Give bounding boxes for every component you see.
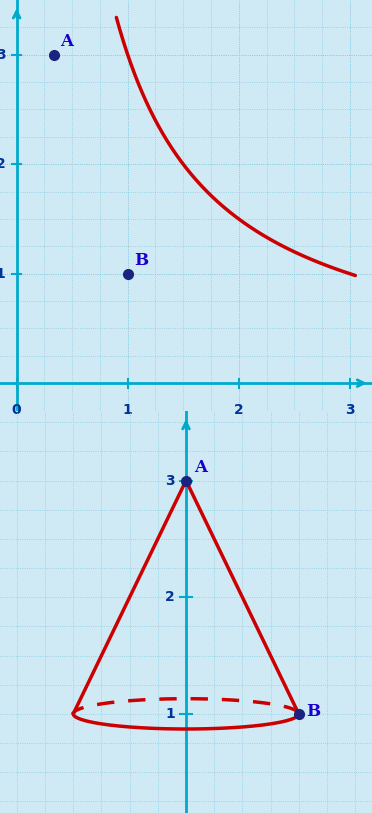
Text: B: B [134,252,148,269]
Text: 1: 1 [0,267,6,280]
Text: 1: 1 [123,403,132,417]
Text: 3: 3 [345,403,355,417]
Text: 2: 2 [0,157,6,172]
Text: A: A [194,459,207,476]
Text: 1: 1 [165,706,175,721]
Text: 2: 2 [165,590,175,604]
Text: A: A [60,33,73,50]
Text: 3: 3 [0,48,6,62]
Text: 2: 2 [234,403,244,417]
Text: 0: 0 [12,403,22,417]
Text: 3: 3 [165,473,175,488]
Text: B: B [307,703,321,720]
